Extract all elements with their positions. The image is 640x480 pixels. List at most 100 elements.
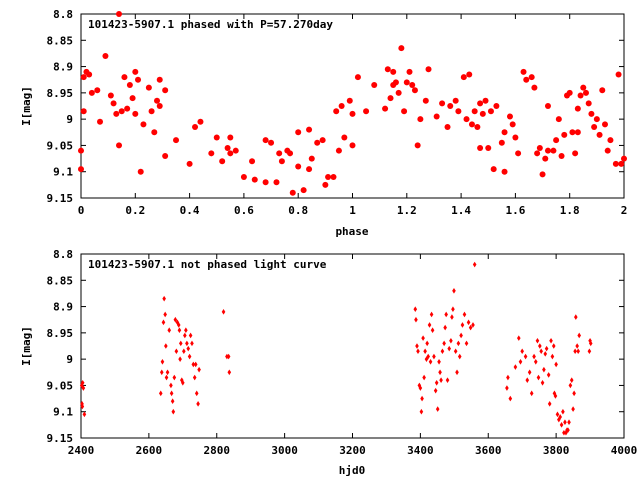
unphased-x-tick-label: 3800 <box>543 444 570 457</box>
phased-data-point <box>249 158 256 165</box>
phased-data-point <box>349 142 356 149</box>
unphased-data-point <box>508 395 513 402</box>
unphased-data-point <box>553 393 558 399</box>
phased-data-point <box>132 68 139 75</box>
unphased-data-point <box>577 332 582 339</box>
phased-data-point <box>268 139 275 146</box>
unphased-data-point <box>178 340 183 347</box>
phased-data-point <box>213 134 220 141</box>
phased-data-point <box>162 87 169 94</box>
unphased-data-point <box>568 382 573 389</box>
phased-data-point <box>607 137 614 144</box>
phased-data-point <box>148 108 155 115</box>
unphased-data-point <box>192 374 197 381</box>
unphased-data-point <box>549 337 553 344</box>
phased-data-point <box>80 108 87 115</box>
phased-data-point <box>295 129 302 136</box>
unphased-data-point <box>546 372 551 378</box>
unphased-data-point <box>468 324 473 331</box>
unphased-data-point <box>430 327 435 334</box>
unphased-data-point <box>80 380 85 386</box>
unphased-data-point <box>532 353 536 360</box>
unphased-data-point <box>186 345 191 352</box>
phased-data-point <box>137 168 144 175</box>
unphased-data-point <box>169 390 174 397</box>
unphased-data-point <box>550 353 555 360</box>
unphased-data-point <box>418 385 423 391</box>
phased-data-point <box>515 150 522 157</box>
phased-chart-title: 101423-5907.1 phased with P=57.270day <box>88 18 333 31</box>
unphased-data-point <box>442 340 446 347</box>
unphased-data-point <box>576 348 580 355</box>
unphased-data-point <box>449 337 453 344</box>
unphased-x-tick-label: 2800 <box>204 444 231 457</box>
phased-data-point <box>582 89 589 96</box>
unphased-data-point <box>417 382 422 389</box>
phased-data-point <box>135 76 142 83</box>
unphased-data-point <box>543 351 548 357</box>
unphased-data-point <box>413 306 418 312</box>
phased-x-tick-label: 0.2 <box>125 204 145 217</box>
phased-x-axis-title: phase <box>335 225 368 238</box>
phased-data-point <box>509 121 516 128</box>
phased-data-point <box>154 97 161 104</box>
unphased-data-point <box>184 327 188 334</box>
phased-data-point <box>384 66 391 73</box>
phased-data-point <box>227 150 234 157</box>
phased-data-point <box>544 103 551 109</box>
phased-data-point <box>485 145 492 152</box>
phased-data-point <box>121 74 128 81</box>
unphased-data-point <box>588 340 593 347</box>
unphased-data-point <box>162 295 166 302</box>
phased-data-point <box>116 142 123 149</box>
unphased-axis-ticks: 2400 2600 2800 3000 3200 3400 3600 3800 4000 8.8 8… <box>47 248 638 457</box>
phased-data-point <box>338 103 345 109</box>
phased-data-point <box>86 71 93 78</box>
unphased-data-point <box>422 374 426 381</box>
unphased-data-point <box>471 322 475 328</box>
phased-y-tick-label: 8.95 <box>47 87 74 100</box>
phased-data-point <box>493 103 500 109</box>
unphased-y-tick-label: 9.1 <box>53 406 73 419</box>
unphased-data-point <box>472 261 477 268</box>
phased-data-point <box>306 166 313 173</box>
unphased-data-point <box>187 353 192 360</box>
phased-data-point <box>354 74 361 81</box>
phased-data-points <box>78 11 627 196</box>
unphased-data-point <box>513 364 518 370</box>
phased-data-point <box>612 160 619 167</box>
phased-data-point <box>126 81 133 88</box>
phased-data-point <box>558 152 565 159</box>
phased-data-point <box>455 108 462 115</box>
phased-y-tick-label: 8.8 <box>53 8 73 21</box>
unphased-data-point <box>188 332 193 339</box>
unphased-data-point <box>427 322 432 328</box>
unphased-data-point <box>566 427 570 433</box>
unphased-data-point <box>81 385 86 391</box>
phased-data-point <box>276 150 283 157</box>
phased-data-point <box>447 103 454 109</box>
phased-data-point <box>422 97 429 104</box>
phased-data-point <box>186 160 193 167</box>
phased-data-point <box>300 187 307 194</box>
phased-data-point <box>501 129 508 136</box>
unphased-x-tick-label: 3200 <box>339 444 366 457</box>
phased-data-point <box>615 71 622 78</box>
phased-data-point <box>107 92 114 99</box>
unphased-data-point <box>183 332 187 339</box>
unphased-data-point <box>518 358 523 365</box>
phased-data-point <box>506 113 513 120</box>
phased-data-point <box>452 97 459 104</box>
unphased-data-point <box>226 353 231 360</box>
phased-data-point <box>588 110 595 117</box>
phased-data-point <box>129 95 136 102</box>
unphased-data-point <box>538 343 542 349</box>
unphased-x-tick-label: 2600 <box>136 444 163 457</box>
phased-data-point <box>251 176 258 183</box>
phased-x-tick-label: 0.4 <box>180 204 200 217</box>
unphased-x-tick-label: 2400 <box>68 444 95 457</box>
phased-data-point <box>577 92 584 99</box>
unphased-data-point <box>453 348 458 355</box>
phased-data-point <box>319 137 326 144</box>
unphased-x-tick-label: 3600 <box>475 444 502 457</box>
